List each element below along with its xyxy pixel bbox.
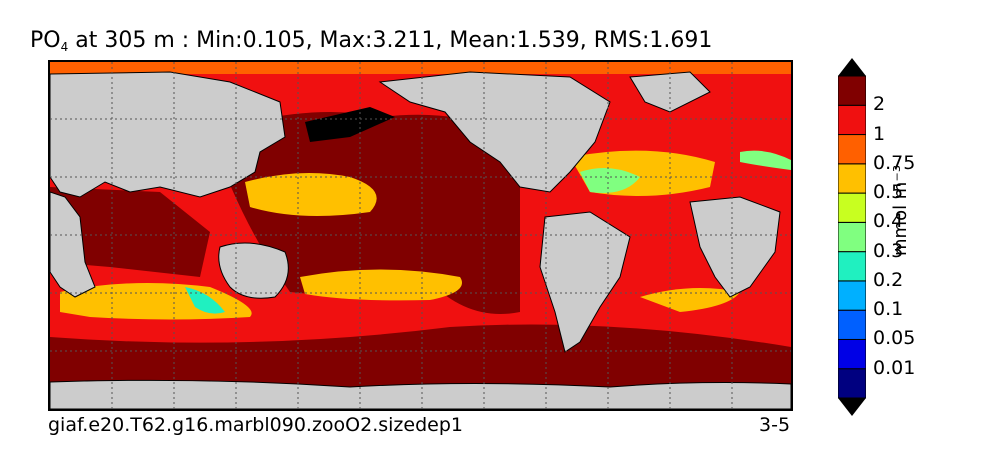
colorbar-segment [838,368,866,399]
colorbar-segment [838,280,866,311]
indian-ocean-high [50,187,210,277]
colorbar-tick-label: 0.4 [873,210,904,233]
colorbar-segment [838,221,866,253]
plot-title: PO4 at 305 m : Min:0.105, Max:3.211, Mea… [30,28,712,54]
colorbar-tick-label: 0.05 [873,327,916,350]
map-canvas [50,62,791,409]
year-range: 3-5 [759,414,791,436]
colorbar-segment [838,192,866,223]
colorbar-tick-label: 0.5 [873,181,904,204]
north-pacific-gyre [245,173,377,216]
mediterranean [740,150,791,170]
bering-max [305,107,395,142]
colorbar-segment [838,251,866,282]
colorbar-segment [838,163,866,194]
antarctica-land [50,379,791,409]
colorbar-segment [838,309,866,340]
sargasso-low [580,168,640,193]
variable-subscript: 4 [60,40,69,54]
australia-land [218,242,289,299]
south-pacific-gyre [300,269,462,301]
colorbar-segment [838,75,866,106]
colorbar-min-arrow [838,398,866,416]
colorbar [838,58,866,416]
colorbar-tick-label: 1 [873,122,886,145]
colorbar-tick-label: 0.01 [873,356,916,379]
colorbar-tick-label: 0.1 [873,298,904,321]
colorbar-segment [838,104,866,136]
africa-east-land [689,196,781,298]
variable-name: PO [30,28,61,53]
colorbar-unit-label: mmol m⁻³ [890,164,911,256]
north-america-land [378,71,611,193]
colorbar-max-arrow [838,58,866,76]
colorbar-tick-label: 0.75 [873,151,916,174]
graticule [50,62,791,409]
eurasia-land [50,71,286,198]
colorbar-segment [838,338,866,370]
land [50,71,791,409]
colorbar-tick-label: 2 [873,93,886,116]
south-atlantic-gyre [640,288,740,312]
case-name: giaf.e20.T62.g16.marbl090.zooO2.sizedep1 [48,414,463,436]
arctic-band [50,62,791,74]
colorbar-tick-label: 0.2 [873,268,904,291]
colorbar-segment [838,134,866,165]
title-stats: at 305 m : Min:0.105, Max:3.211, Mean:1.… [68,28,713,53]
south-indian-low [185,287,225,314]
map-panel [48,60,793,411]
colorbar-tick-label: 0.3 [873,239,904,262]
africa-land [50,191,96,298]
